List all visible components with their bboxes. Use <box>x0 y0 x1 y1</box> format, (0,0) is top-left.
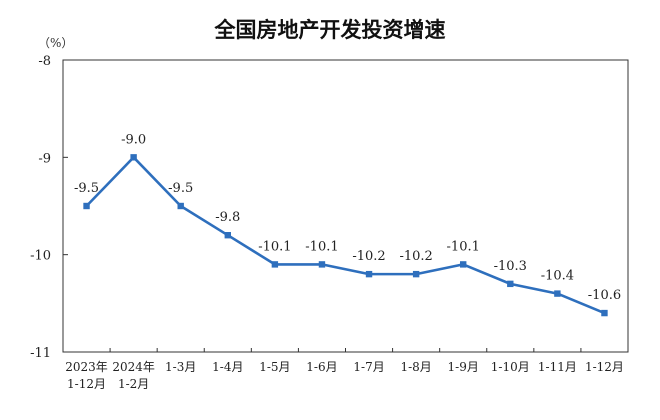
x-tick-label: 1-4月 <box>212 360 243 374</box>
data-point <box>318 261 326 268</box>
data-point <box>412 270 420 278</box>
y-tick-label: -8 <box>38 54 51 69</box>
x-tick-label-line: 1-12月 <box>585 360 624 374</box>
data-label: -10.2 <box>352 249 385 264</box>
y-tick-label: -11 <box>30 346 51 361</box>
x-tick-label-line: 1-11月 <box>538 360 577 374</box>
x-tick-label: 1-3月 <box>165 360 196 374</box>
data-point <box>460 261 467 268</box>
data-label: -10.1 <box>447 239 480 254</box>
data-label: -10.3 <box>494 259 527 274</box>
x-tick-label-line: 1-5月 <box>259 360 290 374</box>
x-tick-label: 1-6月 <box>306 360 337 374</box>
x-tick-label-line: 1-10月 <box>491 360 530 374</box>
y-tick-labels: -8 -9 -10 -11 <box>30 54 51 361</box>
data-label: -10.1 <box>258 239 291 254</box>
x-tick-label-line: 1-12月 <box>67 377 106 391</box>
x-tick-label-line: 1-8月 <box>400 360 431 374</box>
x-tick-label: 2024年 1-2月 <box>112 360 155 391</box>
x-tick-label-line: 1-3月 <box>165 360 196 374</box>
data-point <box>224 232 231 239</box>
chart-title: 全国房地产开发投资增速 <box>214 18 446 42</box>
data-label: -10.2 <box>399 249 432 264</box>
data-point <box>83 202 90 210</box>
x-tick-label-line: 1-9月 <box>448 360 479 374</box>
x-tick-label: 1-11月 <box>538 360 577 374</box>
x-tick-label: 2023年 1-12月 <box>65 360 108 391</box>
data-labels-group: -9.5 -9.0 -9.5 -9.8 -10.1 -10.1 -10.2 -10.2 -10.… <box>74 132 621 303</box>
x-tick-label: 1-9月 <box>448 360 479 374</box>
data-label: -10.1 <box>305 239 338 254</box>
series-group <box>83 154 608 317</box>
x-tick-label: 1-8月 <box>400 360 431 374</box>
data-point <box>601 309 608 317</box>
data-label: -9.0 <box>121 132 146 147</box>
x-tick-labels: 2023年 1-12月 2024年 1-2月 1-3月 1-4月 1-5月 1-6月 1-7月 1… <box>65 360 624 391</box>
x-tick-label: 1-12月 <box>585 360 624 374</box>
x-tick-label-line: 1-6月 <box>306 360 337 374</box>
data-point <box>507 280 514 288</box>
data-label: -10.4 <box>541 269 574 284</box>
data-label: -9.8 <box>215 210 240 225</box>
y-axis-unit-label: （%） <box>38 36 74 50</box>
x-tick-label-line: 1-2月 <box>118 377 149 391</box>
x-tick-label-line: 2023年 <box>65 360 108 374</box>
x-tick-label: 1-5月 <box>259 360 290 374</box>
data-point <box>271 261 279 268</box>
y-tick-label: -10 <box>30 249 51 264</box>
data-label: -10.6 <box>588 288 621 303</box>
data-label: -9.5 <box>74 181 99 196</box>
data-label: -9.5 <box>168 181 193 196</box>
data-point <box>365 270 373 278</box>
plot-frame <box>62 59 629 353</box>
y-tick-label: -9 <box>38 151 51 166</box>
x-tick-label-line: 2024年 <box>112 360 155 374</box>
x-tick-label-line: 1-4月 <box>212 360 243 374</box>
x-tick-label: 1-7月 <box>353 360 384 374</box>
chart-axes <box>62 59 629 353</box>
x-tick-label: 1-10月 <box>491 360 530 374</box>
data-point <box>554 290 561 297</box>
series-line <box>85 156 605 315</box>
data-point <box>130 154 137 161</box>
data-point <box>177 202 184 210</box>
x-tick-label-line: 1-7月 <box>353 360 384 374</box>
